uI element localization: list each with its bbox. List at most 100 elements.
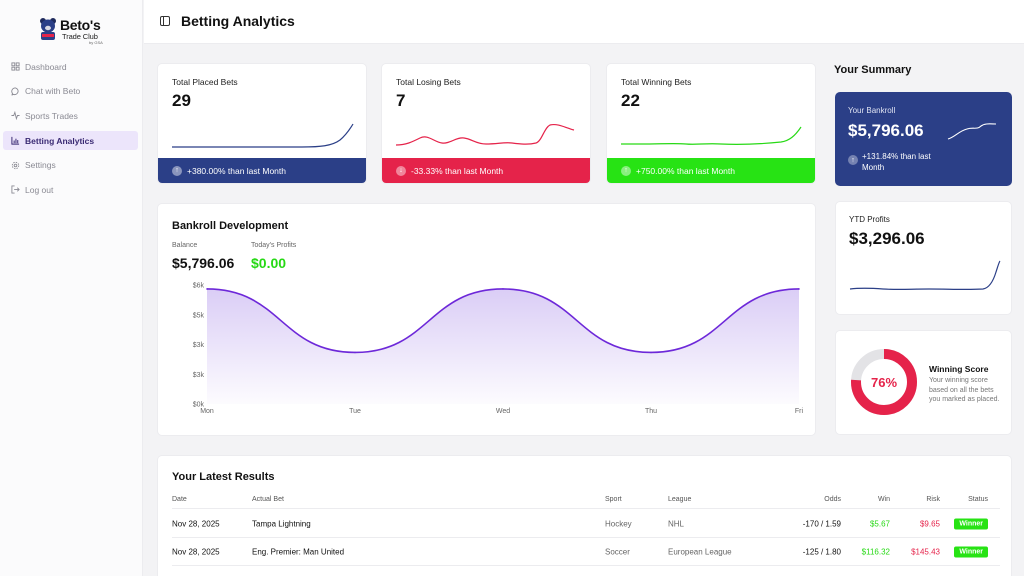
- row-odds: -170 / 1.59: [802, 519, 841, 528]
- sidebar: Beto's Trade Club by GSA Dashboard Chat …: [0, 0, 143, 576]
- stat-value: 22: [621, 91, 640, 110]
- summary-title: Your Summary: [834, 64, 912, 76]
- winning-sparkline: [621, 126, 802, 145]
- profits-value: $0.00: [251, 255, 287, 271]
- sidebar-item-label: Sports Trades: [25, 110, 78, 121]
- row-date: Nov 28, 2025: [172, 519, 220, 528]
- bankroll-label: Your Bankroll: [848, 106, 896, 115]
- stat-change: +380.00% than last Month: [187, 165, 286, 176]
- row-win: $5.67: [869, 519, 890, 528]
- y-tick-label: $6k: [193, 283, 205, 290]
- bankroll-value: $5,796.06: [848, 121, 924, 140]
- arrow-up-icon: ↑: [621, 165, 631, 176]
- col-win: Win: [877, 496, 890, 503]
- sidebar-item-label: Chat with Beto: [25, 86, 81, 97]
- stat-card-winning: Total Winning Bets 22 ↑ +750.00% than la…: [606, 63, 816, 184]
- ytd-value: $3,296.06: [849, 229, 925, 248]
- stat-label: Total Placed Bets: [172, 77, 238, 87]
- data-point: [206, 288, 208, 290]
- row-league: NHL: [668, 519, 685, 528]
- ytd-label: YTD Profits: [849, 215, 890, 224]
- ytd-sparkline: [849, 260, 1001, 291]
- row-league: European League: [668, 547, 732, 556]
- data-point: [650, 351, 652, 354]
- data-point: [354, 351, 356, 354]
- placed-sparkline: [172, 123, 354, 148]
- brand-title: Beto's: [60, 17, 101, 33]
- sidebar-item-settings[interactable]: Settings: [3, 156, 138, 175]
- stat-label: Total Winning Bets: [621, 77, 692, 87]
- chat-icon: [11, 87, 19, 96]
- arrow-up-icon: ↑: [172, 165, 182, 176]
- bankroll-change: +131.84% than last Month: [862, 152, 931, 172]
- sidebar-item-sports-trades[interactable]: Sports Trades: [3, 106, 138, 125]
- stat-footer: ↑ +380.00% than last Month: [158, 158, 366, 183]
- balance-value: $5,796.06: [172, 255, 235, 271]
- results-title: Your Latest Results: [172, 471, 275, 483]
- brand-subtitle: Trade Club: [62, 32, 98, 41]
- sidebar-item-betting-analytics[interactable]: Betting Analytics: [3, 131, 138, 151]
- col-risk: Risk: [926, 496, 940, 503]
- top-bar: Betting Analytics: [144, 0, 1024, 44]
- col-status: Status: [968, 496, 988, 503]
- row-odds: -125 / 1.80: [802, 547, 841, 556]
- table-row[interactable]: Nov 28, 2025 Eng. Premier: Man United So…: [172, 538, 1000, 566]
- table-header: Date Actual Bet Sport League Odds Win Ri…: [172, 493, 1000, 509]
- stat-footer: ↑ +750.00% than last Month: [607, 158, 815, 183]
- col-odds: Odds: [824, 496, 841, 503]
- sidebar-nav: Dashboard Chat with Beto Sports Trades B…: [3, 57, 138, 205]
- score-arc: [851, 349, 917, 415]
- y-tick-label: $3k: [193, 342, 205, 349]
- winning-score-ring: [851, 349, 917, 415]
- stat-footer: ↓ -33.33% than last Month: [382, 158, 590, 183]
- stat-card-placed: Total Placed Bets 29 ↑ +380.00% than las…: [157, 63, 367, 184]
- row-bet: Eng. Premier: Man United: [252, 547, 345, 556]
- row-win: $116.32: [861, 547, 890, 556]
- stat-value: 7: [396, 91, 406, 110]
- data-point: [798, 288, 800, 290]
- ytd-card: YTD Profits $3,296.06: [835, 201, 1012, 315]
- table-row[interactable]: Nov 28, 2025 Tampa Lightning Hockey NHL …: [172, 510, 1000, 538]
- row-sport: Soccer: [605, 547, 630, 556]
- sidebar-item-chat[interactable]: Chat with Beto: [3, 82, 138, 101]
- area-fill: [207, 288, 799, 404]
- score-value: 76%: [870, 374, 898, 390]
- profits-label: Today's Profits: [251, 242, 297, 249]
- activity-icon: [11, 111, 20, 121]
- col-league: League: [668, 496, 692, 503]
- sidebar-item-logout[interactable]: Log out: [3, 180, 138, 199]
- losing-sparkline: [396, 123, 575, 146]
- sidebar-item-dashboard[interactable]: Dashboard: [3, 57, 138, 76]
- winning-score-card: 76% Winning Score Your winning score bas…: [835, 330, 1012, 435]
- row-sport: Hockey: [605, 519, 632, 528]
- bar-chart-icon: [11, 136, 20, 145]
- x-tick-label: Fri: [795, 408, 804, 415]
- stat-change: +750.00% than last Month: [636, 165, 735, 176]
- gear-icon: [11, 161, 20, 169]
- bankroll-sparkline: [947, 123, 997, 140]
- x-tick-label: Mon: [200, 408, 214, 415]
- stat-value: 29: [172, 91, 191, 110]
- latest-results-card: Your Latest Results Date Actual Bet Spor…: [157, 455, 1012, 576]
- sidebar-toggle-icon[interactable]: [160, 16, 170, 26]
- bankroll-development-card: Bankroll Development Balance $5,796.06 T…: [157, 203, 816, 436]
- brand-tagline: by GSA: [89, 40, 103, 45]
- mascot-icon: [40, 18, 56, 40]
- bankroll-area-chart: $0k $3k $3k $5k $6k Mon Tue Wed Thu Fri: [193, 283, 804, 416]
- x-tick-label: Thu: [645, 408, 657, 415]
- row-risk: $9.65: [919, 519, 940, 528]
- sidebar-item-label: Settings: [25, 160, 56, 171]
- dashboard-icon: [11, 62, 20, 71]
- row-risk: $145.43: [911, 547, 940, 556]
- stat-label: Total Losing Bets: [396, 77, 461, 87]
- row-bet: Tampa Lightning: [252, 519, 311, 528]
- y-tick-label: $0k: [193, 402, 205, 409]
- bankroll-card: Your Bankroll $5,796.06 ↑ +131.84% than …: [835, 92, 1012, 186]
- col-date: Date: [172, 496, 187, 503]
- stat-card-losing: Total Losing Bets 7 ↓ -33.33% than last …: [381, 63, 591, 184]
- arrow-up-icon: ↑: [848, 155, 858, 165]
- logout-icon: [11, 185, 20, 194]
- brand-logo[interactable]: Beto's Trade Club by GSA: [36, 16, 116, 46]
- score-title: Winning Score: [929, 364, 989, 374]
- stat-change: -33.33% than last Month: [411, 165, 504, 176]
